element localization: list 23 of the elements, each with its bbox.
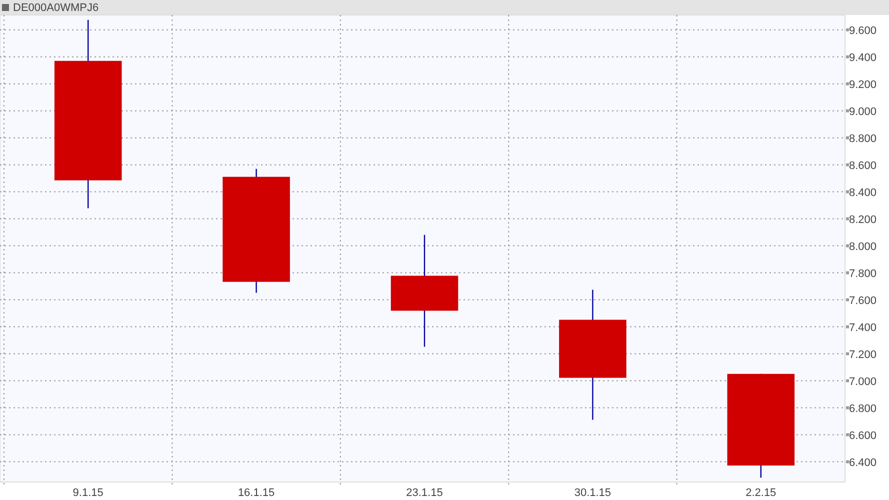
y-tick-label: 9.600 (849, 24, 877, 37)
y-tick-label: 7.600 (849, 294, 877, 307)
x-tick-label: 9.1.15 (72, 487, 104, 499)
y-tick-label: 9.400 (849, 52, 877, 64)
y-tick-label: 6.600 (849, 430, 877, 442)
y-tick-label: 6.800 (849, 402, 877, 415)
y-tick-label: 7.000 (849, 376, 877, 388)
y-tick-label: 7.800 (849, 268, 877, 280)
x-tick-label: 2.2.15 (746, 487, 776, 499)
x-tick-label: 30.1.15 (574, 487, 612, 499)
y-tick-label: 8.600 (849, 160, 877, 172)
y-tick-label: 8.000 (849, 240, 877, 253)
y-tick-label: 9.200 (849, 78, 877, 91)
y-tick-label: 7.400 (849, 322, 877, 334)
y-tick-label: 6.400 (849, 456, 877, 469)
y-tick-label: 9.000 (849, 106, 877, 118)
x-tick-label: 23.1.15 (406, 487, 443, 499)
y-tick-label: 8.200 (849, 214, 877, 226)
y-tick-label: 7.200 (849, 348, 877, 361)
y-tick-label: 8.800 (849, 132, 877, 145)
chart-title: DE000A0WMPJ6 (13, 2, 99, 14)
x-tick-label: 16.1.15 (238, 487, 275, 499)
y-tick-label: 8.400 (849, 186, 877, 199)
